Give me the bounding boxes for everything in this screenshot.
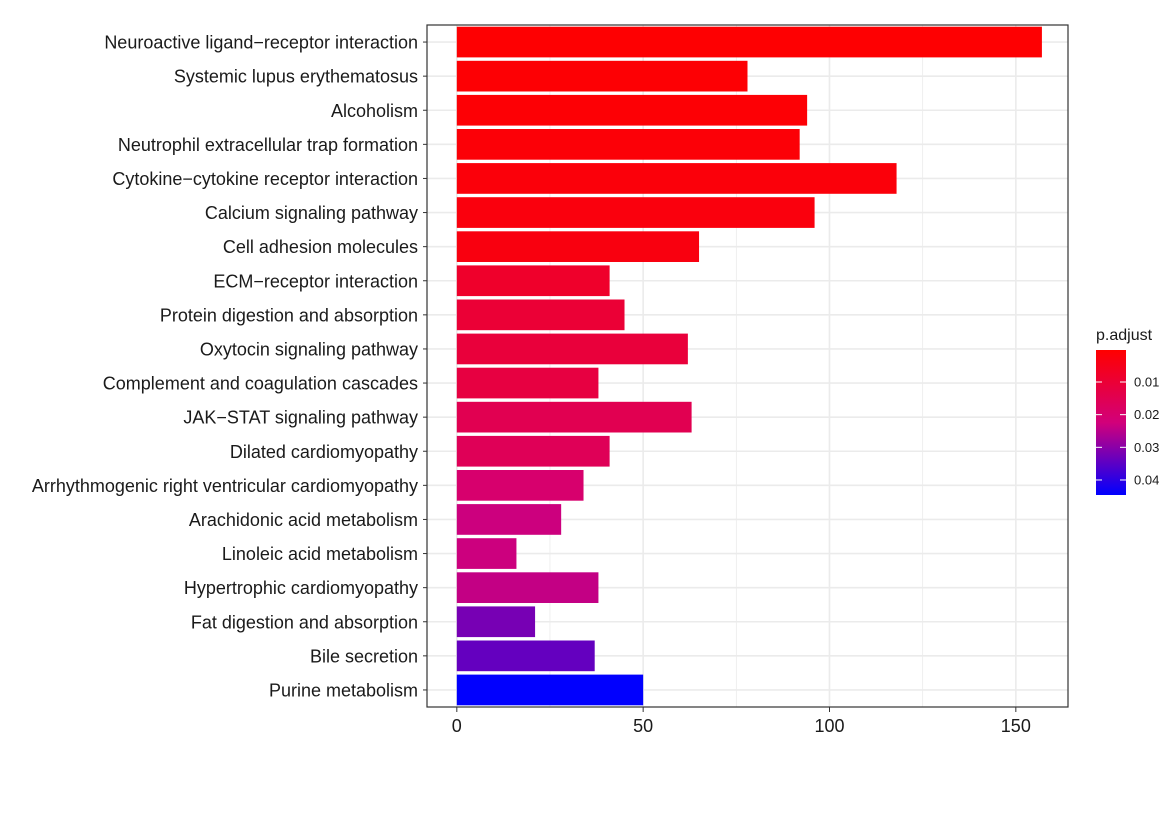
legend: p.adjust 0.01 0.02 0.03 0.04 (1096, 327, 1159, 495)
y-tick-label: JAK−STAT signaling pathway (183, 408, 418, 428)
y-tick-label: Alcoholism (331, 101, 418, 121)
bar (456, 94, 808, 126)
axes: Neuroactive ligand−receptor interaction S… (32, 33, 1031, 736)
bar (456, 265, 610, 297)
y-tick-label: Neutrophil extracellular trap formation (118, 135, 418, 155)
y-tick-label: ECM−receptor interaction (213, 271, 418, 291)
bars (456, 26, 1042, 706)
bar (456, 674, 644, 706)
legend-colorbar (1096, 350, 1126, 495)
bar (456, 26, 1042, 58)
y-tick-label: Linoleic acid metabolism (222, 544, 418, 564)
y-tick-label: Protein digestion and absorption (160, 305, 418, 325)
bar (456, 197, 815, 228)
y-tick-label: Arrhythmogenic right ventricular cardiom… (32, 476, 418, 496)
bar (456, 504, 562, 535)
y-tick-label: Cell adhesion molecules (223, 237, 418, 257)
y-tick-label: Cytokine−cytokine receptor interaction (112, 169, 418, 189)
bar (456, 435, 610, 467)
y-tick-label: Oxytocin signaling pathway (200, 339, 418, 359)
x-tick-label: 100 (814, 716, 844, 736)
x-tick-label: 150 (1001, 716, 1031, 736)
bar (456, 470, 584, 501)
legend-tick-label: 0.03 (1134, 440, 1159, 455)
y-tick-label: Calcium signaling pathway (205, 203, 418, 223)
bar (456, 606, 536, 638)
bar (456, 333, 688, 365)
panel-border (426, 24, 1069, 708)
y-tick-label: Systemic lupus erythematosus (174, 67, 418, 87)
bar (456, 572, 599, 603)
legend-title: p.adjust (1096, 327, 1153, 344)
bar (456, 640, 595, 672)
legend-tick-label: 0.02 (1134, 407, 1159, 422)
bar (456, 163, 897, 194)
x-tick-label: 50 (633, 716, 653, 736)
bar (456, 401, 692, 433)
bar (456, 538, 517, 569)
y-tick-label: Fat digestion and absorption (191, 612, 418, 632)
y-tick-label: Dilated cardiomyopathy (230, 442, 418, 462)
bar (456, 299, 625, 331)
y-tick-label: Arachidonic acid metabolism (189, 510, 418, 530)
y-tick-label: Neuroactive ligand−receptor interaction (104, 33, 418, 53)
legend-tick-label: 0.01 (1134, 375, 1159, 390)
y-tick-label: Complement and coagulation cascades (103, 374, 418, 394)
bar (456, 231, 700, 262)
y-tick-label: Purine metabolism (269, 680, 418, 700)
grid (427, 25, 1068, 707)
bar (456, 129, 800, 160)
y-tick-label: Hypertrophic cardiomyopathy (184, 578, 418, 598)
legend-tick-label: 0.04 (1134, 472, 1159, 487)
y-tick-label: Bile secretion (310, 646, 418, 666)
bar (456, 367, 599, 399)
x-tick-label: 0 (452, 716, 462, 736)
bar (456, 60, 748, 92)
